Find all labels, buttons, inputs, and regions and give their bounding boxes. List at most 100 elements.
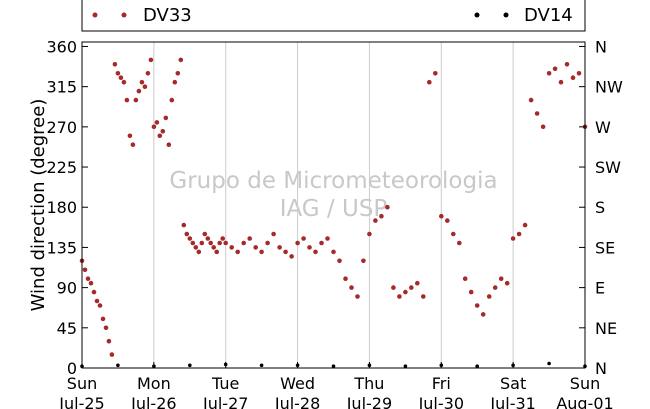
x-tick-day: Tue [211, 374, 239, 393]
y-tick-label: 270 [46, 118, 77, 137]
point-dv33 [124, 97, 130, 103]
y-axis: 0 45 90 135 180 225 270 315 360 [46, 37, 88, 378]
x-axis: SunJul-25MonJul-26TueJul-27WedJul-28ThuJ… [58, 362, 614, 409]
point-dv33 [343, 276, 348, 282]
data-marks [79, 57, 588, 369]
x-tick-day: Mon [137, 374, 171, 393]
point-dv33 [403, 289, 408, 295]
point-dv33 [576, 71, 582, 76]
y2-tick-label: NE [595, 319, 617, 338]
y-tick-label: 90 [57, 279, 77, 298]
point-dv14 [403, 364, 408, 369]
point-dv33 [516, 231, 522, 237]
point-dv14 [259, 363, 264, 368]
point-dv33 [118, 75, 124, 80]
point-dv33 [373, 218, 378, 223]
point-dv33 [253, 245, 258, 250]
point-dv33 [445, 218, 450, 223]
point-dv33 [208, 240, 213, 246]
legend-marker [92, 12, 98, 18]
x-tick-day: Sat [500, 374, 526, 393]
point-dv33 [468, 289, 474, 295]
vertical-gridlines [153, 42, 514, 368]
point-dv14 [547, 361, 551, 366]
point-dv33 [211, 245, 216, 250]
point-dv33 [154, 120, 160, 125]
y-tick-label: 180 [46, 198, 77, 217]
point-dv33 [391, 285, 396, 290]
legend-label: DV33 [143, 5, 192, 26]
x-tick-date: Jul-29 [346, 394, 392, 409]
x-tick-day: Sun [67, 374, 97, 393]
point-dv33 [540, 124, 546, 130]
y-tick-label: 225 [46, 158, 77, 177]
point-dv33 [301, 236, 306, 241]
point-dv33 [415, 280, 420, 286]
point-dv33 [133, 97, 139, 103]
y2-tick-label: S [595, 198, 605, 217]
point-dv33 [103, 325, 109, 331]
point-dv33 [355, 294, 360, 299]
point-dv33 [439, 213, 444, 219]
axes-box [81, 41, 586, 369]
point-dv33 [504, 280, 510, 286]
watermark-line: Grupo de Micrometeorologia [169, 168, 497, 194]
y2-tick-label: N [595, 37, 607, 56]
x-tick-date: Jul-27 [202, 394, 248, 409]
point-dv33 [451, 231, 456, 237]
point-dv33 [295, 240, 300, 246]
point-dv33 [220, 236, 225, 241]
point-dv33 [534, 111, 540, 116]
y-tick-label: 45 [57, 319, 77, 338]
legend: DV33 DV14 [81, 0, 586, 32]
x-tick-date: Jul-28 [274, 394, 320, 409]
point-dv33 [142, 84, 148, 89]
point-dv33 [265, 240, 270, 246]
point-dv33 [498, 276, 504, 282]
point-dv33 [94, 298, 100, 304]
point-dv33 [457, 240, 462, 246]
point-dv33 [241, 240, 246, 246]
point-dv33 [175, 71, 181, 76]
y-tick-label: 360 [46, 37, 77, 56]
point-dv33 [349, 285, 354, 290]
point-dv33 [474, 303, 480, 308]
point-dv33 [193, 245, 199, 250]
point-dv33 [169, 97, 175, 103]
point-dv33 [271, 231, 276, 237]
point-dv14 [331, 364, 336, 369]
point-dv33 [427, 79, 432, 85]
y-tick-label: 315 [46, 78, 77, 97]
point-dv33 [166, 142, 172, 147]
point-dv33 [145, 71, 151, 76]
point-dv33 [139, 79, 145, 85]
x-tick-date: Jul-30 [418, 394, 464, 409]
point-dv14 [188, 363, 192, 368]
point-dv33 [136, 88, 142, 94]
point-dv33 [229, 245, 234, 250]
point-dv33 [172, 79, 178, 85]
x-tick-day: Fri [432, 374, 451, 393]
point-dv33 [319, 240, 324, 246]
point-dv33 [522, 222, 528, 228]
point-dv33 [367, 231, 372, 237]
point-dv33 [289, 254, 294, 259]
point-dv33 [337, 258, 342, 264]
x-tick-date: Aug-01 [556, 394, 613, 409]
x-tick-date: Jul-25 [58, 394, 104, 409]
point-dv33 [325, 236, 330, 241]
point-dv33 [486, 294, 492, 299]
point-dv33 [100, 316, 106, 322]
y2-tick-label: E [595, 279, 605, 298]
point-dv33 [379, 213, 384, 219]
point-dv33 [492, 285, 498, 290]
point-dv33 [462, 276, 468, 282]
point-dv33 [558, 79, 564, 85]
point-dv33 [433, 71, 438, 76]
point-dv33 [82, 267, 88, 273]
point-dv33 [510, 236, 516, 241]
legend-marker [503, 12, 509, 18]
legend-label: DV14 [524, 5, 573, 26]
point-dv33 [409, 285, 414, 290]
